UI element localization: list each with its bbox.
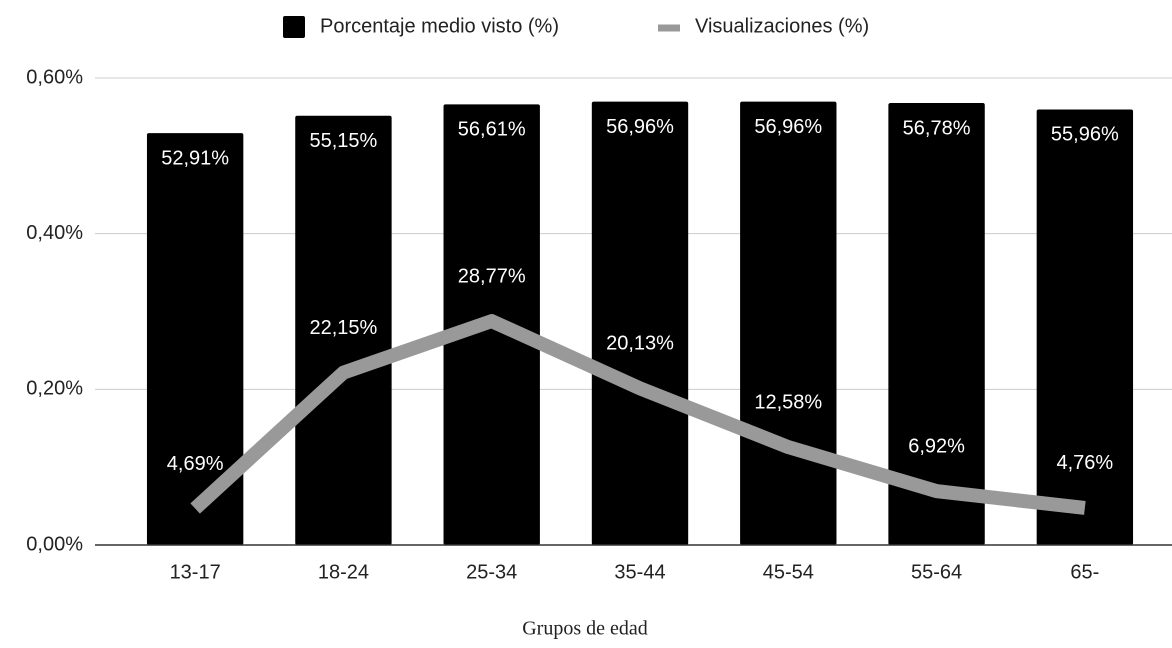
legend-label: Visualizaciones (%): [695, 15, 869, 37]
y-tick-label: 0,00%: [26, 533, 83, 555]
bar-value-label: 56,78%: [903, 117, 971, 139]
line-value-label: 22,15%: [310, 317, 378, 339]
x-axis-title: Grupos de edad: [522, 618, 648, 640]
bar-value-label: 56,61%: [458, 119, 526, 141]
y-tick-label: 0,60%: [26, 66, 83, 88]
bar-value-label: 56,96%: [606, 116, 674, 138]
line-value-label: 20,13%: [606, 333, 674, 355]
x-tick-label: 45-54: [763, 561, 814, 583]
bar-value-label: 55,15%: [310, 130, 378, 152]
line-value-label: 4,69%: [167, 453, 224, 475]
bar: [146, 133, 244, 545]
line-value-label: 6,92%: [908, 435, 965, 457]
line-value-label: 28,77%: [458, 265, 526, 287]
y-tick-label: 0,20%: [26, 378, 83, 400]
line: [190, 314, 1086, 515]
bar: [740, 101, 837, 546]
y-tick-label: 0,40%: [26, 222, 83, 244]
bar-value-label: 52,91%: [161, 147, 229, 169]
x-tick-label: 55-64: [911, 561, 962, 583]
legend-label: Porcentaje medio visto (%): [320, 15, 559, 37]
bar-value-label: 56,96%: [754, 116, 822, 138]
x-tick-label: 13-17: [170, 561, 221, 583]
x-tick-label: 65-: [1070, 561, 1099, 583]
line-value-label: 12,58%: [754, 391, 822, 413]
legend-swatch: [283, 16, 305, 38]
bar: [1036, 109, 1134, 545]
bar: [295, 115, 392, 545]
bar-value-label: 55,96%: [1051, 124, 1119, 146]
bar: [591, 101, 689, 546]
x-tick-label: 35-44: [614, 561, 665, 583]
bar: [888, 103, 985, 546]
line-value-label: 4,76%: [1056, 452, 1113, 474]
x-tick-label: 25-34: [466, 561, 517, 583]
x-tick-label: 18-24: [318, 561, 369, 583]
